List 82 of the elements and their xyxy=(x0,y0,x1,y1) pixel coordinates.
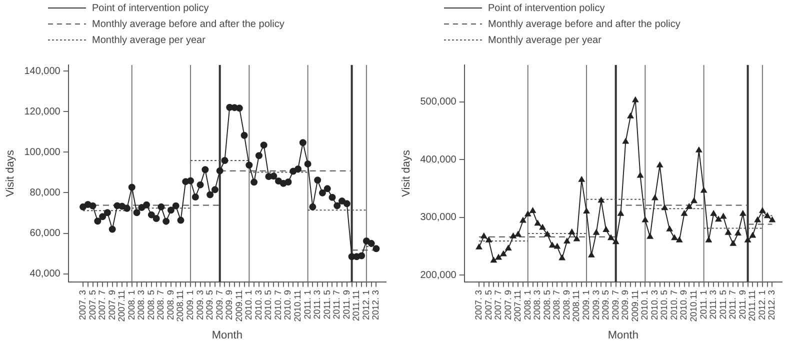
x-tick-label: 2007.11 xyxy=(512,290,523,322)
legend-label: Monthly average per year xyxy=(92,34,206,46)
x-axis-title: Month xyxy=(212,329,242,342)
y-tick-label: 80,000 xyxy=(30,187,61,198)
x-tick-label: 2008. 1 xyxy=(126,290,136,320)
y-axis-title: Visit days xyxy=(4,150,17,197)
x-tick-label: 2009. 3 xyxy=(194,290,205,320)
x-tick-label: 2011. 9 xyxy=(737,290,748,320)
x-tick-label: 2011. 3 xyxy=(312,290,322,320)
x-tick-label: 2009. 9 xyxy=(224,290,234,320)
x-tick-label: 2007. 3 xyxy=(77,290,88,320)
x-tick-label: 2008. 5 xyxy=(146,290,156,320)
y-tick-label: 500,000 xyxy=(420,96,457,108)
x-tick-label: 2008. 5 xyxy=(542,290,552,320)
x-tick-label: 2011. 1 xyxy=(302,290,312,320)
x-tick-label: 2011. 7 xyxy=(332,290,342,320)
x-tick-label: 2011. 3 xyxy=(708,290,718,320)
x-tick-label: 2008. 9 xyxy=(561,290,572,320)
y-tick-label: 120,000 xyxy=(24,106,61,118)
x-tick-label: 2007. 7 xyxy=(97,290,108,320)
x-tick-label: 2009. 7 xyxy=(610,290,620,320)
x-tick-label: 2011. 7 xyxy=(728,290,738,320)
x-tick-label: 2010. 3 xyxy=(649,290,660,320)
x-tick-label: 2009.11 xyxy=(234,290,244,322)
x-tick-label: 2009. 5 xyxy=(204,290,215,320)
y-tick-label: 200,000 xyxy=(420,270,457,281)
x-tick-label: 2011. 9 xyxy=(341,290,352,320)
x-tick-label: 2010. 5 xyxy=(263,290,274,320)
x-tick-label: 2009. 3 xyxy=(590,290,601,320)
x-tick-label: 2007. 7 xyxy=(493,290,504,320)
y-tick-label: 100,000 xyxy=(24,146,61,158)
x-tick-label: 2012. 1 xyxy=(756,290,767,320)
x-tick-label: 2011. 5 xyxy=(718,290,728,320)
x-tick-label: 2010. 1 xyxy=(244,290,254,320)
y-tick-label: 400,000 xyxy=(420,154,457,166)
x-tick-label: 2011. 5 xyxy=(322,290,332,320)
x-tick-label: 2008.11 xyxy=(571,290,582,322)
y-tick-label: 60,000 xyxy=(30,228,61,240)
x-tick-label: 2010. 9 xyxy=(678,290,689,320)
x-tick-label: 2010. 7 xyxy=(668,290,679,320)
y-tick-label: 140,000 xyxy=(24,66,61,77)
x-tick-label: 2009. 1 xyxy=(581,290,592,320)
x-tick-label: 2011.11 xyxy=(747,290,758,322)
x-tick-label: 2008. 3 xyxy=(136,290,146,320)
y-axis-title: Visit days xyxy=(400,150,413,197)
x-tick-label: 2007. 5 xyxy=(87,290,98,320)
x-tick-label: 2010. 5 xyxy=(659,290,670,320)
x-tick-label: 2009. 7 xyxy=(214,290,224,320)
x-tick-label: 2010.11 xyxy=(292,290,303,322)
legend-label: Monthly average before and after the policy xyxy=(488,18,680,30)
x-tick-label: 2010. 3 xyxy=(253,290,264,320)
x-tick-label: 2009.11 xyxy=(630,290,640,322)
x-tick-label: 2010. 1 xyxy=(640,290,650,320)
x-tick-label: 2010. 9 xyxy=(282,290,293,320)
legend-label: Point of intervention policy xyxy=(488,2,605,14)
legend-label: Monthly average per year xyxy=(488,34,602,46)
x-tick-label: 2007. 3 xyxy=(473,290,484,320)
y-tick-label: 300,000 xyxy=(420,212,457,224)
x-tick-label: 2010.11 xyxy=(688,290,699,322)
x-tick-label: 2012. 1 xyxy=(360,290,371,320)
legend-label: Point of intervention policy xyxy=(92,2,209,14)
x-tick-label: 2007. 9 xyxy=(106,290,117,320)
x-axis-title: Month xyxy=(608,329,638,342)
x-tick-label: 2009. 9 xyxy=(620,290,630,320)
x-tick-label: 2011. 1 xyxy=(698,290,708,320)
x-tick-label: 2008. 1 xyxy=(522,290,532,320)
x-tick-label: 2012. 3 xyxy=(766,290,777,320)
x-tick-label: 2008. 3 xyxy=(532,290,542,320)
x-tick-label: 2007.11 xyxy=(116,290,127,322)
x-tick-label: 2007. 5 xyxy=(483,290,494,320)
x-tick-label: 2009. 5 xyxy=(600,290,611,320)
x-tick-label: 2008. 7 xyxy=(156,290,166,320)
x-tick-label: 2011.11 xyxy=(351,290,362,322)
x-tick-label: 2012. 3 xyxy=(370,290,381,320)
x-tick-label: 2010. 7 xyxy=(272,290,283,320)
y-tick-label: 40,000 xyxy=(30,268,61,280)
legend-label: Monthly average before and after the policy xyxy=(92,18,284,30)
x-tick-label: 2007. 9 xyxy=(502,290,513,320)
x-tick-label: 2008. 9 xyxy=(165,290,176,320)
x-tick-label: 2008. 7 xyxy=(552,290,562,320)
x-tick-label: 2008.11 xyxy=(175,290,186,322)
x-tick-label: 2009. 1 xyxy=(185,290,196,320)
